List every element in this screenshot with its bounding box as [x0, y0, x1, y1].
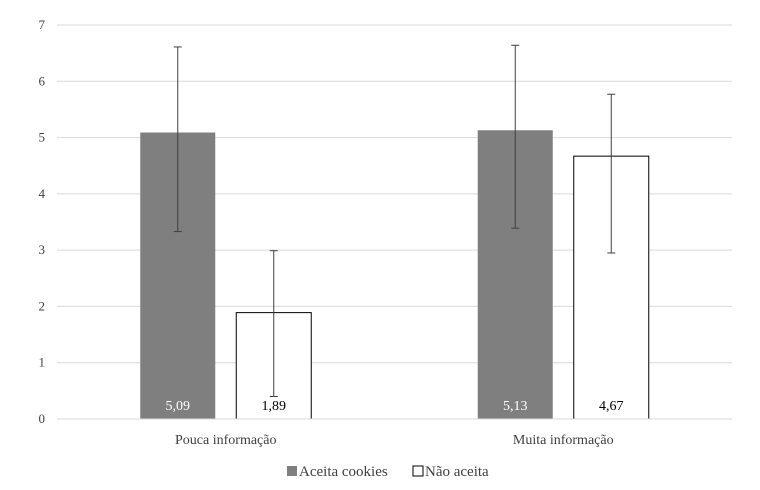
- x-axis: Pouca informação Muita informação: [57, 418, 732, 448]
- y-tick-label: 4: [39, 186, 46, 201]
- y-tick-label: 7: [39, 17, 46, 32]
- y-tick-label: 6: [39, 73, 46, 88]
- legend-label: Não aceita: [425, 464, 489, 480]
- y-tick-label: 5: [39, 130, 46, 145]
- data-label: 1,89: [262, 399, 287, 414]
- y-tick-label: 0: [39, 411, 46, 426]
- y-tick-label: 2: [39, 298, 46, 313]
- legend-swatch: [412, 465, 424, 477]
- legend: Aceita cookies Não aceita: [287, 464, 489, 480]
- data-label: 5,09: [166, 399, 191, 414]
- data-label: 5,13: [503, 399, 528, 414]
- error-bars: [173, 44, 616, 397]
- bars: [140, 130, 650, 420]
- y-tick-label: 1: [39, 355, 46, 370]
- y-tick-label: 3: [39, 242, 46, 257]
- data-label: 4,67: [599, 399, 624, 414]
- y-axis: 0 1 2 3 4 5 6 7: [39, 17, 46, 426]
- x-tick-label: Muita informação: [513, 433, 614, 448]
- legend-swatch: [287, 466, 297, 476]
- x-tick-label: Pouca informação: [175, 433, 276, 448]
- data-labels: 5,09 1,89 5,13 4,67: [166, 399, 624, 414]
- legend-label: Aceita cookies: [299, 464, 388, 480]
